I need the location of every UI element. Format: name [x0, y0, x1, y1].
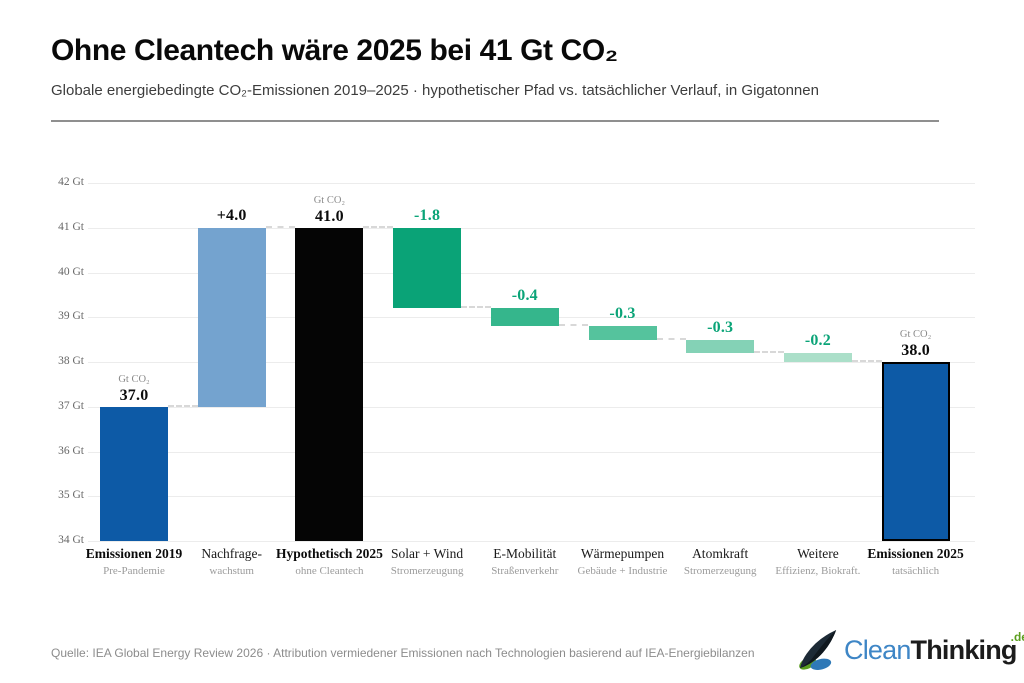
- x-axis-label-nachfrage: Nachfrage-: [201, 546, 263, 561]
- unit-label: Gt CO₂: [899, 329, 932, 340]
- x-axis-sublabel-emissionen-2019: Pre-Pandemie: [103, 565, 165, 577]
- bar-wärmepumpen: [588, 326, 657, 340]
- page-subtitle: Globale energiebedingte CO₂-Emissionen 2…: [51, 82, 819, 99]
- waterfall-connector: [656, 337, 687, 340]
- value-text: -0.3: [609, 305, 636, 323]
- waterfall-connector: [754, 351, 784, 354]
- x-axis-sublabel-weitere: Effizienz, Biokraft.: [775, 565, 861, 577]
- y-axis-tick-label: 39 Gt: [58, 310, 84, 323]
- bar-emissionen-2019: [100, 406, 168, 541]
- leaf-icon: [799, 630, 837, 670]
- bar-atomkraft: [686, 339, 755, 354]
- gridline-41: [88, 227, 975, 229]
- gridline-35: [88, 496, 975, 498]
- bar-value-label: Gt CO₂ 41.0: [269, 195, 389, 226]
- waterfall-connector: [363, 225, 394, 228]
- bar-weitere: [783, 353, 852, 362]
- bar-value-label: -1.8: [367, 206, 487, 225]
- x-axis-sublabel-e-mobilität: Straßenverkehr: [491, 565, 559, 577]
- gridline-34: [88, 541, 975, 542]
- x-axis-label-wärmepumpen: Wärmepumpen: [580, 546, 665, 561]
- x-axis-label-weitere: Weitere: [797, 546, 839, 561]
- value-text: -0.2: [804, 332, 831, 350]
- source-note: Quelle: IEA Global Energy Review 2026 · …: [51, 646, 755, 660]
- gridline-37: [88, 406, 975, 408]
- value-text: 37.0: [119, 386, 149, 404]
- unit-label: Gt CO₂: [118, 373, 150, 385]
- y-axis-tick-label: 36 Gt: [58, 444, 84, 457]
- y-axis-tick-label: 37 Gt: [58, 399, 84, 412]
- waterfall-connector: [851, 360, 882, 362]
- gridline-40: [88, 272, 975, 274]
- x-axis-sublabel-hypothetisch-2025: ohne Cleantech: [295, 565, 364, 577]
- x-axis-label-emissionen-2025: Emissionen 2025: [867, 546, 964, 561]
- bar-e-mobilität: [490, 308, 559, 327]
- y-axis-tick-label: 40 Gt: [58, 265, 84, 278]
- x-axis-label-solar-+-wind: Solar + Wind: [391, 546, 464, 561]
- y-axis-tick-label: 38 Gt: [58, 355, 84, 367]
- bar-value-label: Gt CO₂ 38.0: [856, 329, 976, 360]
- value-text: 41.0: [314, 207, 344, 225]
- x-axis-sublabel-nachfrage: wachstum: [209, 565, 254, 577]
- x-axis-label-hypothetisch-2025: Hypothetisch 2025: [275, 546, 383, 561]
- bar-value-label: -0.3: [563, 304, 683, 323]
- gridline-38: [88, 362, 975, 363]
- logo-text-thinking: Thinking: [910, 634, 1018, 665]
- bar-value-label: -0.4: [465, 286, 585, 305]
- x-axis-sublabel-atomkraft: Stromerzeugung: [683, 565, 757, 577]
- bar-value-label: -0.2: [758, 331, 878, 350]
- value-text: -0.4: [511, 287, 538, 305]
- page-title: Ohne Cleantech wäre 2025 bei 41 Gt CO₂: [51, 34, 618, 67]
- value-text: +4.0: [216, 206, 247, 224]
- x-axis-label-atomkraft: Atomkraft: [692, 546, 749, 561]
- unit-label: Gt CO₂: [313, 194, 346, 206]
- bar-value-label: Gt CO₂ 37.0: [74, 374, 194, 405]
- waterfall-connector: [558, 324, 589, 327]
- y-axis-tick-label: 41 Gt: [58, 220, 84, 233]
- waterfall-connector: [265, 225, 296, 228]
- logo-text-clean: Clean: [844, 634, 911, 665]
- header-divider: [51, 120, 939, 122]
- bar-solar-+-wind: [393, 227, 462, 309]
- bar-value-label: -0.3: [660, 318, 780, 337]
- x-axis-label-emissionen-2019: Emissionen 2019: [85, 546, 183, 561]
- y-axis-tick-label: 35 Gt: [58, 489, 84, 502]
- waterfall-connector: [461, 306, 491, 309]
- bar-hypothetisch-2025: [295, 227, 364, 541]
- x-axis-sublabel-emissionen-2025: tatsächlich: [892, 565, 940, 577]
- gridline-42: [88, 183, 975, 184]
- waterfall-connector: [168, 404, 198, 407]
- gridline-36: [88, 451, 975, 453]
- x-axis-sublabel-solar-+-wind: Stromerzeugung: [390, 565, 464, 577]
- bar-nachfrage: [197, 227, 266, 407]
- y-axis-tick-label: 34 Gt: [58, 534, 84, 546]
- bar-value-label: +4.0: [172, 206, 292, 225]
- bar-emissionen-2025: [881, 362, 950, 541]
- value-text: 38.0: [901, 342, 930, 359]
- logo-text-de: .de: [1010, 630, 1024, 644]
- value-text: -1.8: [414, 206, 441, 224]
- y-axis-tick-label: 42 Gt: [58, 176, 84, 188]
- value-text: -0.3: [707, 318, 734, 336]
- x-axis-sublabel-wärmepumpen: Gebäude + Industrie: [577, 565, 668, 577]
- x-axis-label-e-mobilität: E-Mobilität: [493, 546, 557, 561]
